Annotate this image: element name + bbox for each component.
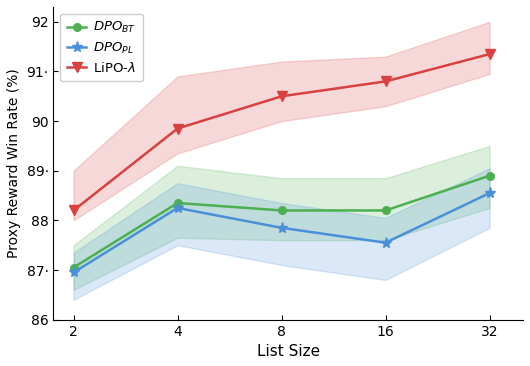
$DPO_{BT}$: [382, 208, 388, 213]
$DPO_{BT}$: [70, 265, 77, 270]
$DPO_{PL}$: [382, 240, 388, 245]
$DPO_{PL}$: [278, 225, 285, 230]
LiPO-$\lambda$: [382, 79, 388, 83]
$DPO_{PL}$: [487, 191, 493, 195]
$DPO_{BT}$: [487, 173, 493, 178]
LiPO-$\lambda$: [174, 126, 181, 131]
LiPO-$\lambda$: [278, 94, 285, 98]
LiPO-$\lambda$: [70, 208, 77, 213]
Y-axis label: Proxy Reward Win Rate (%): Proxy Reward Win Rate (%): [7, 68, 21, 258]
X-axis label: List Size: List Size: [257, 344, 320, 359]
Line: LiPO-$\lambda$: LiPO-$\lambda$: [69, 49, 494, 215]
$DPO_{PL}$: [174, 206, 181, 210]
$DPO_{BT}$: [278, 208, 285, 213]
$DPO_{PL}$: [70, 270, 77, 274]
Legend: $DPO_{BT}$, $DPO_{PL}$, LiPO-$\lambda$: $DPO_{BT}$, $DPO_{PL}$, LiPO-$\lambda$: [60, 14, 143, 82]
Line: $DPO_{BT}$: $DPO_{BT}$: [70, 172, 493, 271]
LiPO-$\lambda$: [487, 52, 493, 56]
Line: $DPO_{PL}$: $DPO_{PL}$: [68, 187, 495, 278]
$DPO_{BT}$: [174, 201, 181, 205]
